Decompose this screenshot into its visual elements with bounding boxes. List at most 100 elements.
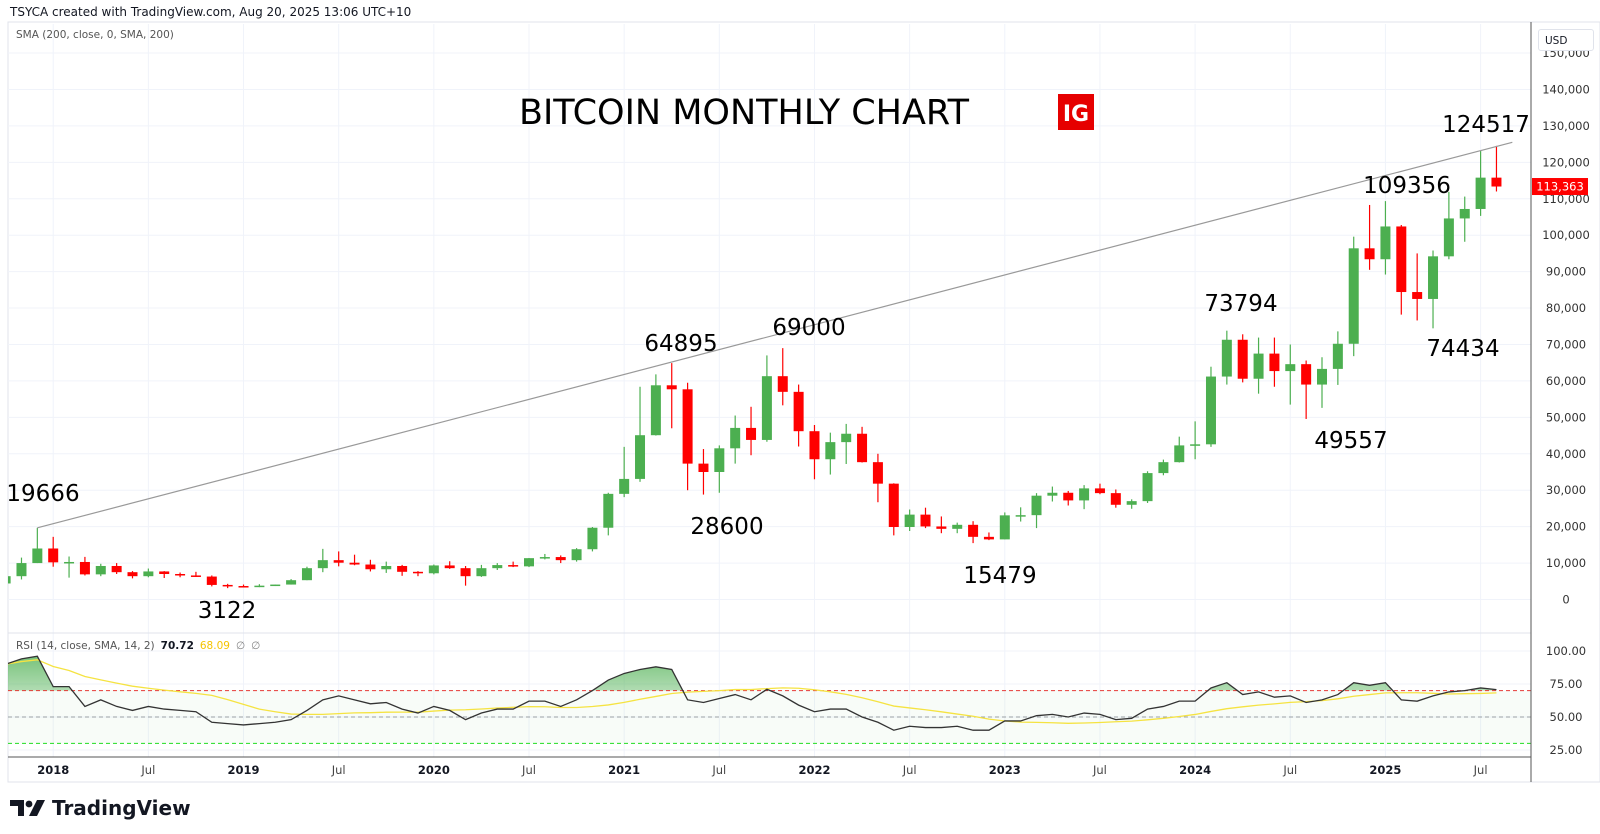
candle-body — [666, 385, 677, 390]
price-tick-label: 110,000 — [1542, 192, 1590, 206]
candle-2023-02 — [1015, 507, 1026, 522]
price-axis[interactable]: 0 10,000 20,000 30,000 40,000 50,000 60,000 70,… — [1542, 46, 1590, 606]
candle-2022-10 — [952, 522, 963, 534]
sma-legend[interactable]: SMA (200, close, 0, SMA, 200) — [16, 29, 174, 41]
candle-body — [476, 568, 487, 577]
candle-body — [555, 557, 566, 561]
price-tick-label: 20,000 — [1546, 520, 1586, 534]
price-tick-label: 130,000 — [1542, 119, 1590, 133]
candle-body — [444, 565, 455, 569]
price-tick-label: 140,000 — [1542, 82, 1590, 96]
candle-2017-11 — [16, 557, 27, 580]
rsi-axis[interactable]: 100.00 75.00 50.00 25.00 — [1546, 644, 1586, 757]
candle-2024-09 — [1317, 357, 1327, 408]
candle-body — [777, 376, 788, 392]
annotation-label: 49557 — [1314, 428, 1387, 454]
candle-2023-07 — [1094, 483, 1105, 495]
candle-body — [317, 560, 328, 569]
last-price-value: 113,363 — [1536, 180, 1584, 194]
tradingview-logo-text: TradingView — [52, 796, 191, 820]
rsi-tick-label: 50.00 — [1550, 710, 1583, 724]
candle-body — [460, 568, 471, 577]
candle-2021-01 — [619, 446, 630, 498]
candle-2020-11 — [587, 527, 598, 552]
candle-2018-09 — [175, 572, 186, 578]
candle-body — [143, 571, 154, 577]
candle-2020-04 — [476, 564, 487, 577]
candle-2023-10 — [1142, 471, 1153, 503]
candle-body — [508, 565, 519, 567]
candle-2020-06 — [508, 561, 519, 568]
time-axis[interactable]: 2018 Jul 2019 Jul 2020 Jul 2021 Jul 2022 Jul 2023 J… — [37, 763, 1487, 777]
time-tick-label: Jul — [1473, 763, 1488, 777]
candle-2024-05 — [1253, 337, 1264, 394]
time-tick-label: 2025 — [1369, 763, 1401, 777]
price-tick-label: 50,000 — [1546, 410, 1586, 424]
rsi-legend-title: RSI (14, close, SMA, 14, 2) — [16, 640, 155, 652]
candle-2025-05 — [1443, 191, 1454, 260]
candle-body — [1190, 444, 1201, 446]
candle-2022-05 — [872, 453, 883, 503]
price-tick-label: 30,000 — [1546, 483, 1586, 497]
candle-2022-04 — [857, 426, 868, 463]
candle-body — [1428, 256, 1439, 299]
candle-body — [635, 435, 646, 479]
candle-body — [190, 575, 201, 577]
candle-2018-06 — [127, 571, 138, 579]
candle-body — [159, 571, 170, 574]
candle-2018-03 — [79, 556, 90, 576]
price-tick-label: 10,000 — [1546, 556, 1586, 570]
ig-badge-text: IG — [1063, 102, 1089, 127]
candle-body — [539, 557, 550, 559]
candle-body — [1443, 218, 1454, 257]
rsi-legend[interactable]: RSI (14, close, SMA, 14, 2) 70.72 68.09 ∅ ∅ — [16, 640, 260, 652]
candle-body — [1142, 473, 1153, 502]
candle-2022-01 — [809, 425, 820, 480]
candle-2022-12 — [983, 532, 994, 541]
annotation-label: 74434 — [1426, 336, 1499, 362]
candle-body — [1205, 376, 1216, 445]
candle-body — [1047, 492, 1058, 496]
time-tick-label: Jul — [140, 763, 155, 777]
price-tick-label: 0 — [1562, 593, 1569, 607]
candle-2024-12 — [1364, 204, 1375, 270]
candle-body — [381, 565, 392, 570]
candle-body — [1110, 493, 1121, 505]
candle-body — [270, 584, 281, 587]
candle-2018-01 — [48, 536, 59, 567]
candle-2023-03 — [1031, 493, 1042, 529]
candle-body — [254, 585, 265, 588]
grid — [8, 24, 1531, 757]
candle-body — [1079, 488, 1090, 501]
candle-2023-04 — [1047, 486, 1058, 502]
candle-2022-07 — [904, 509, 915, 532]
candle-body — [904, 514, 915, 528]
candle-body — [1269, 353, 1280, 372]
rsi-value: 70.72 — [160, 640, 194, 652]
candle-body — [365, 564, 376, 570]
candle-2023-08 — [1110, 489, 1121, 508]
candle-2019-05 — [301, 566, 312, 581]
candle-2021-05 — [682, 382, 693, 491]
time-tick-label: 2021 — [608, 763, 640, 777]
price-tick-label: 70,000 — [1546, 337, 1586, 351]
candle-body — [983, 536, 994, 540]
candle-body — [920, 514, 931, 527]
candle-body — [79, 561, 90, 575]
candle-body — [809, 431, 820, 460]
candle-body — [1301, 364, 1312, 385]
tradingview-logo[interactable]: TradingView — [10, 796, 191, 820]
currency-selector[interactable]: USD — [1538, 29, 1594, 51]
candle-2020-07 — [524, 557, 534, 568]
rsi-ma-line — [8, 659, 1497, 724]
candle-body — [1031, 495, 1042, 516]
candle-body — [333, 560, 344, 563]
candle-body — [1475, 177, 1486, 209]
price-tick-label: 60,000 — [1546, 374, 1586, 388]
candle-body — [952, 524, 963, 529]
candle-2025-02 — [1396, 224, 1407, 315]
trendline[interactable] — [37, 141, 1513, 529]
time-tick-label: 2018 — [37, 763, 69, 777]
candles — [8, 145, 1502, 589]
